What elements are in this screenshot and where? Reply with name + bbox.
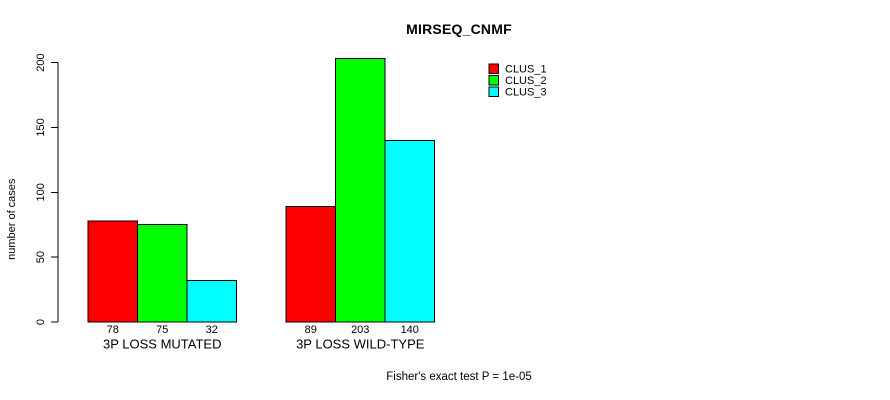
bar-value-label: 140	[401, 324, 419, 336]
y-tick-label: 100	[35, 183, 47, 201]
bar-value-label: 32	[206, 324, 218, 336]
y-tick-label: 200	[35, 53, 47, 71]
y-tick-label: 0	[35, 319, 47, 325]
bar-clus_1-group-1	[285, 206, 336, 323]
bar-value-label: 78	[107, 324, 119, 336]
bar-value-label: 89	[305, 324, 317, 336]
y-axis-title: number of cases	[6, 178, 18, 260]
fisher-test-annotation: Fisher's exact test P = 1e-05	[386, 371, 532, 383]
category-label: 3P LOSS MUTATED	[103, 337, 221, 352]
legend-label: CLUS_1	[505, 64, 547, 76]
bar-clus_2-group-1	[335, 58, 386, 323]
legend-swatch-clus_1	[488, 63, 499, 74]
legend-swatch-clus_2	[488, 75, 499, 86]
bar-clus_3-group-1	[384, 139, 435, 323]
legend-label: CLUS_2	[505, 75, 547, 87]
y-tick-label: 50	[35, 251, 47, 263]
bar-value-label: 203	[351, 324, 369, 336]
y-tick-label: 150	[35, 118, 47, 136]
bar-clus_3-group-0	[186, 279, 237, 323]
legend-swatch-clus_3	[488, 86, 499, 97]
legend-label: CLUS_3	[505, 87, 547, 99]
bar-clus_2-group-0	[137, 224, 188, 323]
chart-title: MIRSEQ_CNMF	[406, 21, 512, 37]
bar-value-label: 75	[156, 324, 168, 336]
bar-clus_1-group-0	[87, 220, 138, 323]
category-label: 3P LOSS WILD-TYPE	[296, 337, 425, 352]
